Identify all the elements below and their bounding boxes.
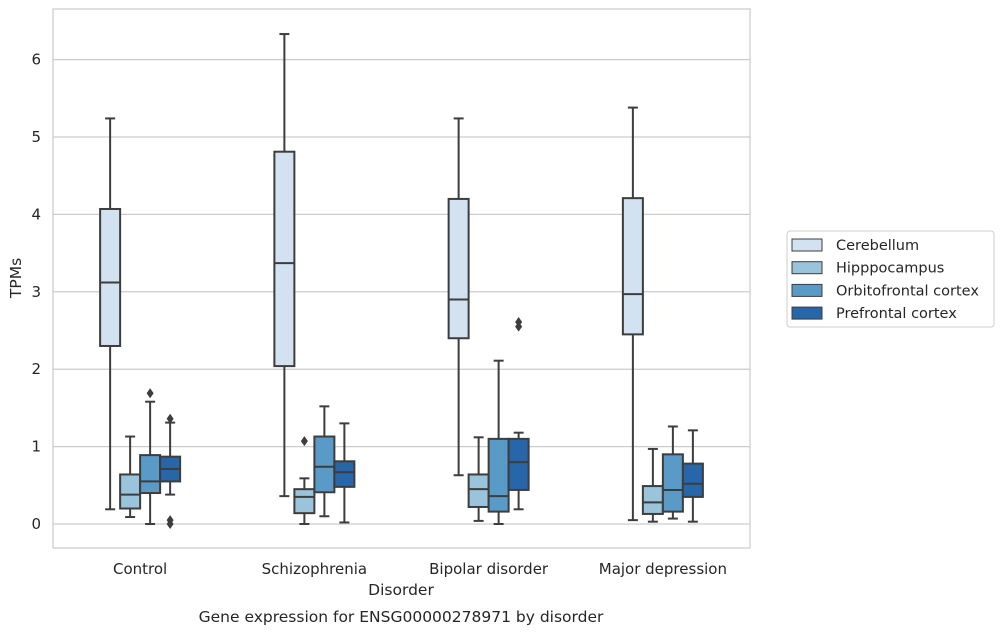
box-iqr — [661, 453, 684, 513]
box-orbitofrontal-cortex — [313, 405, 336, 518]
box-hipppocampus — [467, 436, 490, 522]
box-iqr — [273, 150, 296, 368]
box-iqr — [99, 207, 122, 347]
box-iqr — [139, 454, 162, 495]
legend-frame — [786, 230, 995, 328]
legend-swatch — [791, 238, 823, 252]
box-iqr — [467, 473, 490, 508]
box-hipppocampus — [293, 436, 316, 525]
box-prefrontal-cortex — [333, 422, 356, 524]
box-cerebellum — [447, 117, 470, 477]
box-iqr — [681, 462, 704, 498]
y-tick-labels: 0 1 2 3 4 5 6 — [31, 51, 41, 533]
box-prefrontal-cortex — [507, 316, 530, 511]
legend-label: Orbitofrontal cortex — [836, 283, 979, 299]
legend-label: Hipppocampus — [836, 261, 944, 277]
y-tick-label: 2 — [31, 360, 41, 378]
box-iqr — [313, 435, 336, 494]
box-iqr — [507, 437, 530, 491]
x-tick-label: Major depression — [599, 560, 727, 578]
legend: Cerebellum Hipppocampus Orbitofrontal cort… — [786, 230, 995, 328]
y-tick-label: 3 — [31, 283, 41, 301]
y-tick-label: 5 — [31, 128, 41, 146]
y-tick-label: 4 — [31, 205, 41, 223]
box-hipppocampus — [119, 435, 142, 519]
x-tick-label: Control — [113, 560, 167, 578]
box-iqr — [487, 437, 510, 513]
y-axis-title: TPMs — [7, 258, 25, 299]
outlier-point — [300, 436, 308, 447]
x-axis-title: Disorder — [368, 581, 434, 599]
box-orbitofrontal-cortex — [487, 359, 510, 525]
legend-swatch — [791, 283, 823, 297]
box-iqr — [447, 197, 470, 340]
legend-swatch — [791, 261, 823, 275]
y-tick-label: 1 — [31, 438, 41, 456]
box-orbitofrontal-cortex — [661, 425, 684, 520]
box-cerebellum — [621, 106, 644, 522]
plot-frame — [52, 8, 751, 549]
x-tick-label: Bipolar disorder — [429, 560, 549, 578]
outlier-point — [515, 321, 523, 332]
box-iqr — [621, 197, 644, 336]
box-iqr — [119, 473, 142, 510]
box-hipppocampus — [641, 447, 664, 523]
box-orbitofrontal-cortex — [139, 388, 162, 525]
outlier-point — [146, 388, 154, 399]
y-tick-label: 0 — [31, 515, 41, 533]
outlier-point — [166, 413, 174, 424]
legend-swatch — [791, 306, 823, 320]
box-plot-marks — [99, 33, 704, 529]
y-tick-label: 6 — [31, 51, 41, 69]
outlier-point — [166, 519, 174, 529]
box-cerebellum — [99, 117, 122, 511]
box-iqr — [641, 485, 664, 515]
legend-label: Prefrontal cortex — [836, 306, 957, 322]
box-prefrontal-cortex — [159, 413, 182, 529]
box-iqr — [333, 460, 356, 488]
x-tick-label: Schizophrenia — [262, 560, 367, 578]
x-tick-labels: Control Schizophrenia Bipolar disorder Majo… — [113, 560, 727, 578]
box-cerebellum — [273, 33, 296, 498]
box-iqr — [293, 488, 316, 515]
chart-caption: Gene expression for ENSG00000278971 by d… — [199, 608, 604, 626]
box-prefrontal-cortex — [681, 429, 704, 523]
legend-label: Cerebellum — [836, 238, 919, 254]
